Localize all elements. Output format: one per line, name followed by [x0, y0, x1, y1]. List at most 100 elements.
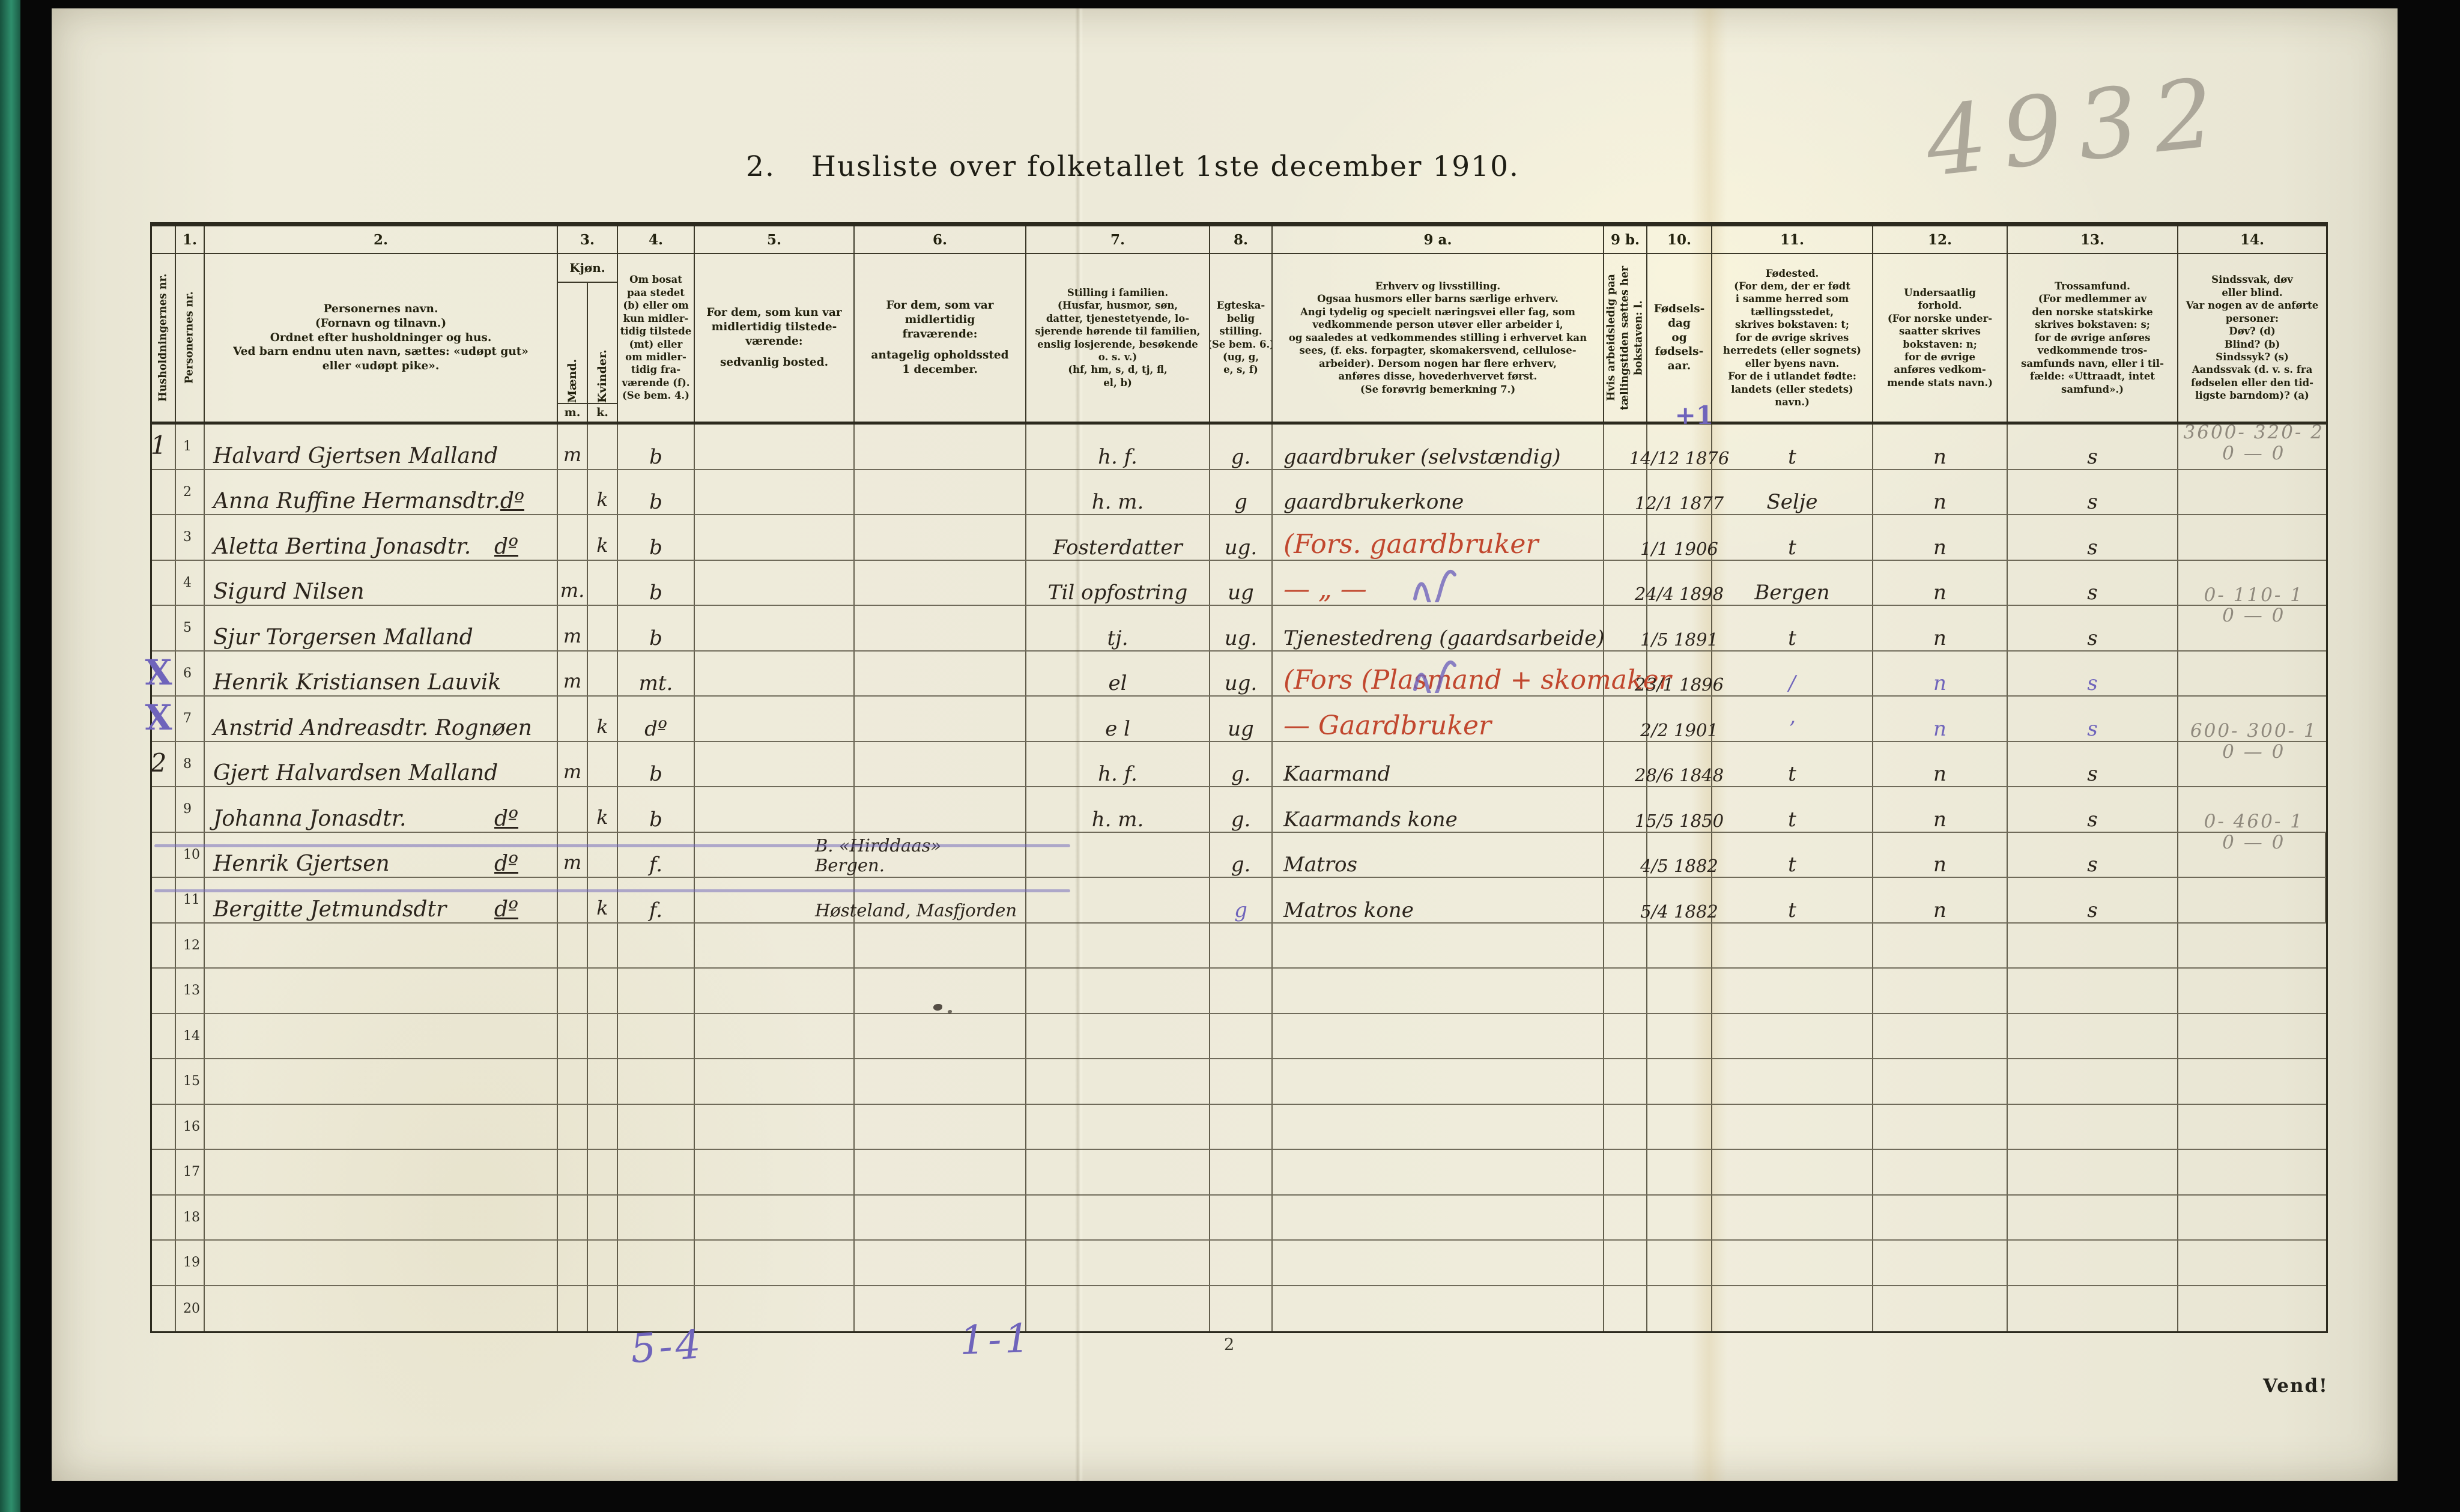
cell-sex-20: [558, 1286, 618, 1331]
sex-female-mark: [587, 1059, 617, 1104]
cell-egt-4: ug: [1210, 560, 1273, 605]
cell-erh-8: Kaarmand: [1273, 742, 1604, 786]
cell-erh-9: Kaarmands kone: [1273, 787, 1604, 832]
kjon-subcolumns: Mænd. m. Kvinder. k.: [558, 283, 617, 422]
cell-c6-5: [855, 606, 1026, 650]
sex-female-mark: [587, 923, 617, 967]
cell-fds-11: 5/4 1882: [1640, 878, 1718, 922]
header-line: (Se forøvrig bemerkning 7.): [1360, 383, 1516, 395]
census-sheet: 2. Husliste over folketallet 1ste decembe…: [52, 8, 2398, 1481]
cell-sted-10: t: [1712, 832, 1873, 877]
cell-name-12: [205, 923, 558, 967]
header-line: Ogsaa husmors eller barns særlige erhver…: [1317, 293, 1559, 305]
cell-egt-8: g.: [1210, 742, 1273, 786]
cell-stilling-17: [1026, 1150, 1210, 1194]
header-line: bokstaven: n;: [1903, 338, 1977, 350]
header-line: anføres vedkom-: [1894, 364, 1986, 376]
cell-sex-5: m: [558, 606, 618, 650]
sex-male-mark: [558, 1059, 587, 1104]
header-line: Angi tydelig og specielt næringsvei elle…: [1300, 306, 1575, 318]
cell-c6-17: [855, 1150, 1026, 1194]
cell-sex-2: k: [558, 470, 618, 514]
cell-bosat-11: f.: [618, 878, 695, 922]
occupation-text: (Fors (Plasmand + skomaker: [1283, 665, 1671, 695]
header-line: o. s. v.): [1098, 351, 1138, 363]
cell-und-9: n: [1873, 787, 2008, 832]
cell-pencil-10: [2178, 832, 2326, 877]
cell-bosat-13: [618, 969, 695, 1013]
occupation-text: Matros: [1283, 853, 1357, 877]
cell-arb-1: [1604, 425, 1647, 469]
cell-nr-19: 19: [176, 1241, 205, 1285]
header-line: tællingsstedet,: [1750, 306, 1834, 318]
column-number-erh: 9 a.: [1273, 226, 1603, 254]
cell-fds-3: 1/1 1906: [1640, 515, 1718, 560]
header-line: værende:: [745, 334, 803, 348]
sex-female-mark: [587, 560, 617, 605]
header-line: landets (eller stedets): [1731, 383, 1853, 395]
birthdate-text: 4/5 1882: [1640, 856, 1718, 876]
header-line: paa stedet: [627, 286, 685, 298]
cell-bosat-19: [618, 1241, 695, 1285]
cell-bosat-3: b: [618, 515, 695, 560]
pencil-annotation-line: 0 — 0: [2222, 740, 2286, 763]
column-header-text-c5: For dem, som kun var midlertidig tilstede…: [695, 254, 853, 422]
cell-pencil-13: [2178, 969, 2326, 1013]
cell-hh-8: 2: [151, 742, 176, 786]
cell-stilling-6: el: [1026, 651, 1210, 695]
cell-sex-7: k: [558, 697, 618, 741]
header-line: (ug, g,: [1222, 351, 1259, 363]
column-header-text-hh: Husholdningernes nr.: [157, 273, 169, 402]
cell-name-2: Anna Ruffine Hermansdtr. dº: [205, 470, 558, 514]
header-line: værende (f).: [622, 376, 690, 389]
header-line: kun midler-: [623, 312, 689, 324]
table-row-5: 5 Sjur Torgersen Malland m b tj. ug. Tjenested…: [152, 606, 2326, 652]
kjon-subcolumn-m: Mænd. m.: [558, 283, 587, 422]
cell-sted-20: [1712, 1286, 1873, 1331]
cell-sex-11: k: [558, 878, 618, 922]
header-line: navn.): [1775, 396, 1810, 408]
cell-egt-17: [1210, 1150, 1273, 1194]
cell-stilling-2: h. m.: [1026, 470, 1210, 514]
cell-sex-8: m: [558, 742, 618, 786]
cell-und-20: [1873, 1286, 2008, 1331]
cell-c5-2: [695, 470, 855, 514]
occupation-text: Kaarmands kone: [1283, 807, 1458, 832]
table-row-7: X 7 Anstrid Andreasdtr. Rognøen k dº e l ug — G…: [145, 697, 2326, 762]
header-line: (For norske under-: [1887, 312, 1993, 324]
ditto-mark: dº: [494, 534, 518, 559]
cell-name-5: Sjur Torgersen Malland: [205, 606, 558, 650]
cell-c5-12: [695, 923, 855, 967]
cell-bosat-10: f.: [618, 832, 695, 877]
cell-c5-11: [695, 878, 855, 922]
cell-nr-2: 2: [176, 470, 205, 514]
cell-stilling-18: [1026, 1195, 1210, 1239]
cell-arb-7: [1604, 697, 1647, 741]
cell-tros-18: [2008, 1195, 2178, 1239]
cell-erh-5: Tjenestedreng (gaardsarbeide): [1273, 606, 1605, 650]
kjon-header: Kjøn. Mænd. m. Kvinder. k.: [558, 254, 617, 422]
header-line: enslig losjerende, besøkende: [1037, 338, 1198, 350]
cell-stilling-4: Til opfostring: [1026, 560, 1210, 605]
person-name: Bergitte Jetmundsdtr: [213, 897, 447, 922]
sex-female-mark: k: [587, 787, 617, 832]
cell-tros-12: [2008, 923, 2178, 967]
cell-egt-5: ug.: [1210, 606, 1273, 650]
cell-c5-14: [695, 1014, 855, 1058]
cell-bosat-6: mt.: [618, 651, 695, 695]
cell-bosat-16: [618, 1104, 695, 1149]
cell-hh-13: [152, 969, 176, 1013]
cell-sted-15: [1712, 1059, 1873, 1104]
header-line: Ordnet efter husholdninger og hus.: [270, 331, 492, 344]
column-header-bosat: 4. Om bosat paa stedet (b) eller om kun midl…: [618, 226, 695, 422]
cell-name-6: Henrik Kristiansen Lauvik: [205, 651, 558, 695]
header-line: For dem, som kun var: [706, 306, 842, 319]
column-header-text-fds: Fødsels-dag og fødsels-aar.: [1647, 254, 1711, 422]
cell-tros-7: s: [2008, 697, 2178, 741]
header-line: tidig tilstede: [620, 325, 692, 337]
cell-c5-17: [695, 1150, 855, 1194]
sex-male-mark: m: [563, 443, 582, 466]
cell-c6-3: [855, 515, 1026, 560]
kjon-foot-label: m.: [558, 403, 587, 422]
header-line: vedkommende tros-: [2037, 345, 2148, 357]
